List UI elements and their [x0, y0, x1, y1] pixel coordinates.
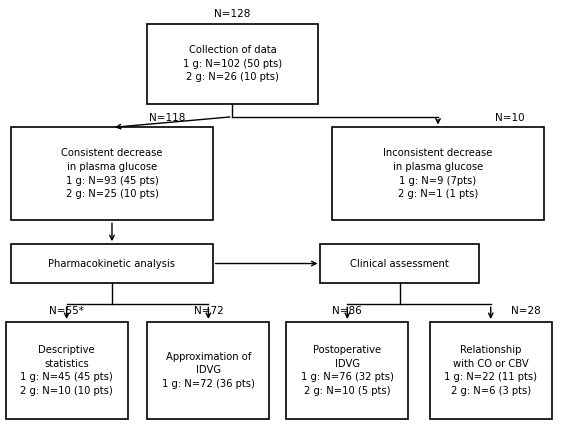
Text: N=128: N=128 [214, 10, 251, 19]
FancyBboxPatch shape [6, 322, 128, 419]
Text: Postoperative
IDVG
1 g: N=76 (32 pts)
2 g: N=10 (5 pts): Postoperative IDVG 1 g: N=76 (32 pts) 2 … [301, 345, 393, 396]
FancyBboxPatch shape [430, 322, 552, 419]
Text: N=28: N=28 [511, 306, 541, 316]
Text: N=72: N=72 [194, 306, 223, 316]
Text: Approximation of
IDVG
1 g: N=72 (36 pts): Approximation of IDVG 1 g: N=72 (36 pts) [162, 352, 255, 389]
Text: Consistent decrease
in plasma glucose
1 g: N=93 (45 pts)
2 g: N=25 (10 pts): Consistent decrease in plasma glucose 1 … [61, 149, 163, 199]
Text: N=55*: N=55* [49, 306, 84, 316]
Text: Relationship
with CO or CBV
1 g: N=22 (11 pts)
2 g: N=6 (3 pts): Relationship with CO or CBV 1 g: N=22 (1… [444, 345, 538, 396]
FancyBboxPatch shape [11, 244, 213, 283]
Text: Clinical assessment: Clinical assessment [350, 258, 449, 269]
Text: Collection of data
1 g: N=102 (50 pts)
2 g: N=26 (10 pts): Collection of data 1 g: N=102 (50 pts) 2… [183, 45, 282, 83]
Text: N=10: N=10 [496, 113, 525, 123]
FancyBboxPatch shape [147, 24, 318, 104]
Text: Pharmacokinetic analysis: Pharmacokinetic analysis [49, 258, 175, 269]
FancyBboxPatch shape [147, 322, 269, 419]
Text: N=118: N=118 [149, 113, 185, 123]
Text: Inconsistent decrease
in plasma glucose
1 g: N=9 (7pts)
2 g: N=1 (1 pts): Inconsistent decrease in plasma glucose … [383, 149, 493, 199]
Text: N=86: N=86 [332, 306, 362, 316]
Text: Descriptive
statistics
1 g: N=45 (45 pts)
2 g: N=10 (10 pts): Descriptive statistics 1 g: N=45 (45 pts… [20, 345, 113, 396]
FancyBboxPatch shape [320, 244, 479, 283]
FancyBboxPatch shape [11, 127, 213, 220]
FancyBboxPatch shape [286, 322, 408, 419]
FancyBboxPatch shape [332, 127, 544, 220]
